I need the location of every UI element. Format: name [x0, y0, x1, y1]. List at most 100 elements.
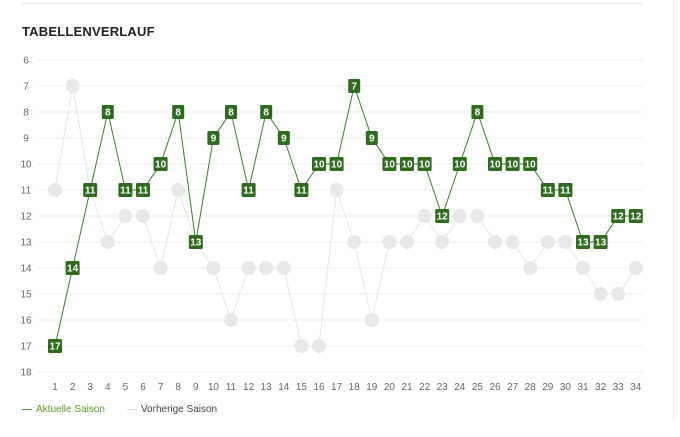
previous-season-point[interactable] — [329, 183, 344, 197]
previous-season-point[interactable] — [540, 235, 555, 249]
previous-season-series — [48, 79, 643, 353]
previous-season-point[interactable] — [206, 261, 221, 275]
current-season-marker — [65, 261, 80, 275]
previous-season-point[interactable] — [576, 261, 590, 275]
previous-season-point[interactable] — [259, 261, 274, 275]
previous-season-point[interactable] — [417, 209, 432, 223]
current-season-point[interactable]: 13 — [576, 235, 590, 249]
previous-season-point[interactable] — [611, 287, 626, 301]
current-season-data-label: 9 — [211, 134, 217, 145]
previous-season-point[interactable] — [558, 235, 573, 249]
previous-season-point[interactable] — [224, 313, 238, 327]
x-tick-label: 31 — [577, 382, 589, 393]
previous-season-point[interactable] — [65, 79, 80, 93]
current-season-point[interactable]: 10 — [488, 157, 502, 171]
y-tick-label: 18 — [20, 368, 32, 379]
previous-season-point[interactable] — [100, 235, 115, 249]
current-season-point[interactable]: 7 — [348, 79, 361, 93]
previous-season-point[interactable] — [470, 209, 485, 223]
current-season-point[interactable]: 9 — [207, 131, 220, 145]
current-season-point[interactable]: 10 — [382, 157, 397, 171]
x-tick-label: 16 — [313, 382, 325, 393]
previous-season-point[interactable] — [523, 261, 538, 275]
current-season-point[interactable]: 11 — [136, 183, 150, 197]
previous-season-point[interactable] — [400, 235, 414, 249]
current-season-point[interactable]: 11 — [294, 183, 309, 197]
x-tick-label: 29 — [542, 382, 554, 393]
x-tick-label: 8 — [175, 382, 181, 393]
previous-season-point[interactable] — [153, 261, 168, 275]
current-season-point[interactable]: 13 — [188, 235, 203, 249]
current-season-marker — [101, 105, 114, 119]
y-axis-ticks: 6 7 8 9 10 11 12 13 14 15 16 17 18 — [20, 56, 32, 379]
current-season-point[interactable]: 8 — [471, 105, 484, 119]
previous-season-point[interactable] — [488, 235, 502, 249]
previous-season-point[interactable] — [382, 235, 397, 249]
current-season-point[interactable]: 8 — [225, 105, 237, 119]
previous-season-point[interactable] — [276, 261, 291, 275]
current-season-marker — [277, 131, 290, 145]
current-season-point[interactable]: 11 — [118, 183, 133, 197]
previous-season-point[interactable] — [347, 235, 362, 249]
current-season-point[interactable]: 10 — [400, 157, 414, 171]
current-season-point[interactable]: 12 — [435, 209, 450, 223]
current-season-point[interactable]: 12 — [628, 209, 643, 223]
current-season-marker — [207, 131, 220, 145]
previous-season-point[interactable] — [48, 183, 62, 197]
current-season-point[interactable]: 11 — [540, 183, 555, 197]
x-tick-label: 34 — [630, 382, 642, 393]
x-tick-label: 23 — [437, 382, 449, 393]
current-season-data-label: 10 — [525, 160, 537, 171]
previous-season-point[interactable] — [505, 235, 520, 249]
current-season-point[interactable]: 14 — [65, 261, 80, 275]
current-season-point[interactable]: 11 — [558, 183, 573, 197]
previous-season-point[interactable] — [452, 209, 467, 223]
current-season-marker — [260, 105, 273, 119]
current-season-point[interactable]: 8 — [101, 105, 114, 119]
previous-season-point[interactable] — [171, 183, 186, 197]
current-season-point[interactable]: 10 — [329, 157, 344, 171]
current-season-point[interactable]: 12 — [611, 209, 626, 223]
current-season-data-label: 8 — [475, 108, 481, 119]
x-axis-ticks: 1 2 3 4 5 6 7 8 9 10 11 12 13 14 15 16 17 18 19 20 21 22 23 24 2… — [52, 382, 642, 393]
current-season-marker — [576, 235, 590, 249]
previous-season-point[interactable] — [136, 209, 150, 223]
current-season-series: 17 14 11 8 11 11 10 8 13 9 8 11 8 9 11 10 10 7 9 10 10 10 12 10… — [48, 79, 643, 353]
current-season-point[interactable]: 10 — [312, 157, 326, 171]
current-season-point[interactable]: 10 — [452, 157, 467, 171]
current-season-point[interactable]: 9 — [365, 131, 378, 145]
current-season-data-label: 11 — [243, 186, 254, 197]
x-tick-label: 20 — [384, 382, 396, 393]
y-tick-label: 7 — [23, 82, 29, 93]
current-season-point[interactable]: 8 — [172, 105, 185, 119]
current-season-point[interactable]: 8 — [260, 105, 273, 119]
current-season-point[interactable]: 10 — [505, 157, 520, 171]
current-season-point[interactable]: 11 — [241, 183, 256, 197]
previous-season-point[interactable] — [312, 339, 326, 353]
current-season-marker — [628, 209, 643, 223]
previous-season-point[interactable] — [118, 209, 133, 223]
current-season-point[interactable]: 9 — [277, 131, 290, 145]
current-season-data-label: 13 — [595, 238, 607, 249]
current-season-point[interactable]: 10 — [523, 157, 538, 171]
current-season-point[interactable]: 17 — [48, 339, 62, 353]
current-season-point[interactable]: 13 — [593, 235, 608, 249]
current-season-data-label: 11 — [543, 186, 554, 197]
current-season-data-label: 8 — [263, 108, 269, 119]
previous-season-point[interactable] — [628, 261, 643, 275]
legend-item-current[interactable]: Aktuelle Saison — [22, 404, 105, 415]
x-tick-label: 3 — [87, 382, 93, 393]
previous-season-point[interactable] — [241, 261, 256, 275]
current-season-marker — [540, 183, 555, 197]
legend-previous-swatch — [126, 409, 137, 410]
current-season-point[interactable]: 10 — [153, 157, 168, 171]
previous-season-point[interactable] — [364, 313, 379, 327]
legend-item-previous[interactable]: Vorherige Saison — [126, 404, 217, 415]
current-season-point[interactable]: 11 — [83, 183, 98, 197]
previous-season-point[interactable] — [593, 287, 608, 301]
current-season-point[interactable]: 10 — [417, 157, 432, 171]
previous-season-point[interactable] — [294, 339, 309, 353]
current-season-data-label: 13 — [190, 238, 202, 249]
previous-season-point[interactable] — [435, 235, 450, 249]
x-tick-label: 19 — [366, 382, 378, 393]
